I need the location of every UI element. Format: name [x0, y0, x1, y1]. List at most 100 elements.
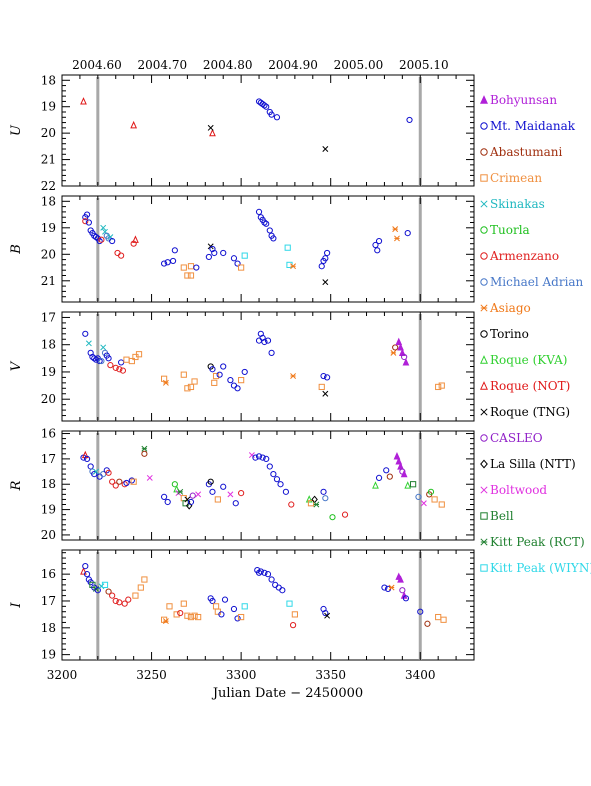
data-point	[193, 264, 200, 271]
legend-entry: Asiago	[480, 301, 531, 315]
data-point	[207, 124, 214, 131]
legend-entry: Kitt Peak (RCT)	[480, 535, 585, 549]
top-axis-label: 2004.80	[203, 58, 253, 72]
data-point	[221, 596, 229, 603]
data-point	[195, 491, 202, 498]
data-point	[261, 102, 268, 109]
data-point	[279, 587, 286, 594]
data-point	[82, 562, 89, 570]
data-point	[101, 581, 109, 588]
data-point	[277, 481, 284, 488]
x-tick-label: 3350	[315, 668, 346, 682]
data-point	[435, 613, 442, 621]
legend-label: Michael Adrian	[490, 275, 584, 289]
band-label: B	[9, 244, 24, 255]
data-point	[177, 609, 184, 617]
data-points	[82, 208, 411, 286]
legend-entry: La Silla (NTT)	[480, 457, 576, 471]
data-point	[91, 355, 98, 362]
data-point	[273, 476, 281, 483]
data-point	[261, 219, 268, 226]
data-point	[118, 359, 125, 366]
legend: Bohyunsan Mt. Maidanak Abastumani Crimean Sk…	[480, 93, 591, 575]
legend-entry: Bell	[480, 509, 514, 523]
data-point	[214, 608, 221, 615]
y-tick-label: 17	[41, 594, 56, 608]
data-point	[270, 470, 277, 478]
x-tick-label: 3300	[226, 668, 257, 682]
top-axis-label: 2004.60	[72, 58, 122, 72]
data-point	[162, 379, 169, 386]
data-point	[255, 337, 263, 344]
data-point	[80, 97, 87, 105]
data-point	[212, 603, 220, 610]
legend-entry: Kitt Peak (WIYN)	[480, 561, 591, 575]
data-point	[132, 235, 139, 243]
data-point	[85, 219, 92, 226]
panel-u: 18 19 20 21 22 U	[9, 73, 475, 193]
data-point	[241, 603, 248, 610]
top-date-axis: 2004.60 2004.70 2004.80 2004.90 2005.00 2005.…	[72, 58, 449, 72]
data-point	[322, 146, 329, 152]
legend-marker	[480, 226, 488, 234]
data-points	[82, 330, 445, 397]
data-point	[404, 481, 412, 489]
data-point	[431, 496, 438, 503]
data-point	[146, 474, 153, 481]
legend-entry: Torino	[480, 327, 529, 341]
data-point	[282, 488, 290, 495]
data-point	[125, 596, 132, 603]
data-point	[80, 567, 87, 575]
data-point	[234, 385, 241, 392]
data-point	[440, 616, 447, 623]
data-point	[400, 469, 408, 478]
data-point	[81, 450, 89, 459]
data-point	[289, 622, 297, 629]
data-point	[220, 363, 227, 370]
data-point	[205, 253, 212, 261]
legend-marker	[480, 459, 488, 469]
data-point	[435, 383, 442, 391]
x-tick-label: 3250	[136, 668, 167, 682]
data-point	[270, 235, 277, 242]
data-point	[184, 496, 191, 503]
data-point	[211, 249, 218, 257]
data-point	[141, 576, 148, 583]
data-point	[207, 478, 214, 485]
data-point	[255, 208, 263, 215]
data-point	[216, 371, 223, 378]
data-point	[341, 511, 349, 518]
data-point	[290, 263, 297, 270]
data-point	[209, 128, 216, 137]
data-point	[375, 237, 383, 245]
data-point	[268, 349, 275, 356]
y-tick-label: 21	[41, 274, 56, 288]
legend-marker	[480, 434, 488, 442]
y-tick-label: 22	[41, 179, 56, 193]
legend-label: Abastumani	[489, 145, 562, 159]
data-point	[82, 218, 89, 225]
data-point	[311, 495, 318, 504]
data-point	[195, 613, 202, 621]
data-point	[322, 255, 329, 262]
legend-marker	[480, 564, 488, 572]
legend-label: Kitt Peak (RCT)	[490, 535, 585, 549]
y-tick-label: 21	[41, 153, 56, 167]
legend-label: Torino	[490, 327, 529, 341]
legend-label: Kitt Peak (WIYN)	[490, 561, 591, 575]
data-point	[392, 344, 399, 351]
data-point	[171, 247, 178, 254]
legend-entry: Roque (NOT)	[480, 379, 570, 393]
legend-label: Roque (KVA)	[490, 353, 567, 367]
data-point	[227, 491, 234, 498]
data-point	[94, 587, 101, 594]
data-point	[252, 454, 259, 461]
data-point	[98, 583, 105, 590]
legend-entry: Michael Adrian	[480, 275, 584, 289]
panel-frame	[61, 74, 475, 187]
data-point	[105, 355, 112, 362]
panel-frame	[61, 430, 475, 541]
data-point	[395, 457, 403, 465]
data-points	[80, 445, 445, 521]
